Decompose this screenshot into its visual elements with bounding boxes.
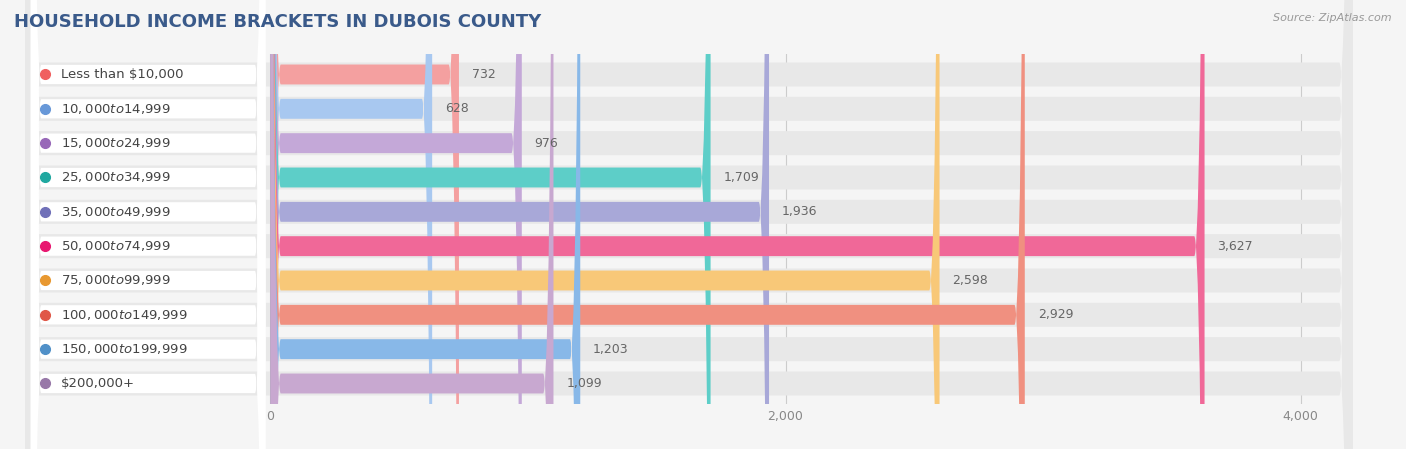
Text: $25,000 to $34,999: $25,000 to $34,999: [60, 171, 170, 185]
Text: 1,709: 1,709: [724, 171, 759, 184]
Text: 628: 628: [446, 102, 468, 115]
FancyBboxPatch shape: [31, 0, 266, 449]
FancyBboxPatch shape: [25, 0, 1353, 449]
Text: $35,000 to $49,999: $35,000 to $49,999: [60, 205, 170, 219]
Text: 1,099: 1,099: [567, 377, 602, 390]
Text: Less than $10,000: Less than $10,000: [60, 68, 183, 81]
FancyBboxPatch shape: [31, 0, 266, 449]
FancyBboxPatch shape: [31, 0, 266, 449]
Text: 2,929: 2,929: [1038, 308, 1073, 321]
FancyBboxPatch shape: [25, 0, 1353, 449]
Text: 976: 976: [534, 136, 558, 150]
Text: 1,936: 1,936: [782, 205, 817, 218]
FancyBboxPatch shape: [270, 0, 554, 449]
Text: $150,000 to $199,999: $150,000 to $199,999: [60, 342, 187, 356]
Text: $50,000 to $74,999: $50,000 to $74,999: [60, 239, 170, 253]
Text: $100,000 to $149,999: $100,000 to $149,999: [60, 308, 187, 322]
Text: $10,000 to $14,999: $10,000 to $14,999: [60, 102, 170, 116]
Text: 732: 732: [472, 68, 495, 81]
FancyBboxPatch shape: [25, 0, 1353, 449]
FancyBboxPatch shape: [31, 0, 266, 449]
FancyBboxPatch shape: [31, 0, 266, 449]
FancyBboxPatch shape: [270, 0, 522, 449]
FancyBboxPatch shape: [270, 0, 581, 449]
Text: 1,203: 1,203: [593, 343, 628, 356]
Text: $75,000 to $99,999: $75,000 to $99,999: [60, 273, 170, 287]
FancyBboxPatch shape: [25, 0, 1353, 449]
FancyBboxPatch shape: [25, 0, 1353, 449]
Text: HOUSEHOLD INCOME BRACKETS IN DUBOIS COUNTY: HOUSEHOLD INCOME BRACKETS IN DUBOIS COUN…: [14, 13, 541, 31]
FancyBboxPatch shape: [25, 0, 1353, 449]
FancyBboxPatch shape: [31, 0, 266, 449]
Text: Source: ZipAtlas.com: Source: ZipAtlas.com: [1274, 13, 1392, 23]
FancyBboxPatch shape: [270, 0, 1205, 449]
FancyBboxPatch shape: [270, 0, 710, 449]
FancyBboxPatch shape: [270, 0, 769, 449]
FancyBboxPatch shape: [270, 0, 432, 449]
Text: 3,627: 3,627: [1218, 240, 1253, 253]
FancyBboxPatch shape: [31, 0, 266, 449]
Text: $200,000+: $200,000+: [60, 377, 135, 390]
FancyBboxPatch shape: [25, 0, 1353, 449]
FancyBboxPatch shape: [25, 0, 1353, 449]
FancyBboxPatch shape: [31, 0, 266, 449]
FancyBboxPatch shape: [270, 0, 458, 449]
FancyBboxPatch shape: [270, 0, 939, 449]
FancyBboxPatch shape: [31, 0, 266, 449]
FancyBboxPatch shape: [270, 0, 1025, 449]
Text: $15,000 to $24,999: $15,000 to $24,999: [60, 136, 170, 150]
FancyBboxPatch shape: [25, 0, 1353, 449]
FancyBboxPatch shape: [25, 0, 1353, 449]
Text: 2,598: 2,598: [952, 274, 988, 287]
FancyBboxPatch shape: [31, 0, 266, 449]
